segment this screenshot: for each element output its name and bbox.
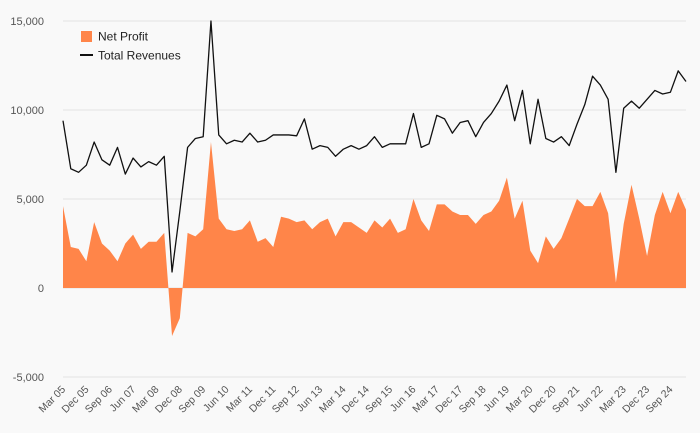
y-tick-label: 5,000: [16, 194, 44, 206]
series-net-profit-area: [63, 142, 686, 337]
y-tick-label: 10,000: [10, 105, 44, 117]
y-tick-label: -5,000: [13, 372, 44, 384]
legend: Net Profit Total Revenues: [80, 30, 181, 63]
y-tick-label: 0: [38, 283, 44, 295]
legend-label-net-profit: Net Profit: [98, 30, 149, 44]
series-total-revenues-line: [62, 20, 687, 273]
y-tick-label: 15,000: [10, 16, 44, 28]
legend-swatch-net-profit: [81, 31, 92, 42]
plot-area: [62, 20, 687, 337]
legend-label-total-revenues: Total Revenues: [98, 49, 181, 63]
y-axis: -5,000 0 5,000 10,000 15,000: [10, 16, 44, 384]
